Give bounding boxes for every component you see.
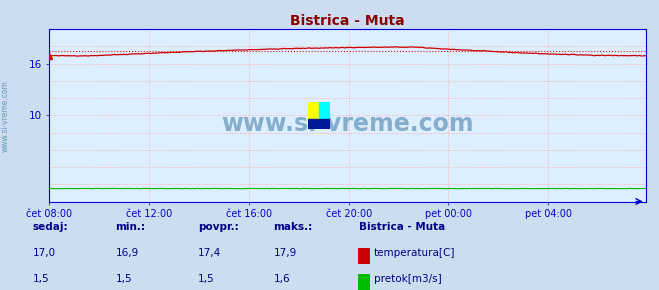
Text: sedaj:: sedaj: — [33, 222, 69, 232]
Text: 16,9: 16,9 — [115, 248, 138, 258]
Text: 1,5: 1,5 — [115, 274, 132, 284]
Text: 1,5: 1,5 — [198, 274, 214, 284]
Polygon shape — [308, 119, 330, 129]
Title: Bistrica - Muta: Bistrica - Muta — [291, 14, 405, 28]
Text: 17,0: 17,0 — [33, 248, 56, 258]
Text: www.si-vreme.com: www.si-vreme.com — [221, 112, 474, 136]
Text: 17,4: 17,4 — [198, 248, 221, 258]
Text: temperatura[C]: temperatura[C] — [374, 248, 455, 258]
Bar — [308, 102, 319, 119]
Text: min.:: min.: — [115, 222, 146, 232]
Text: povpr.:: povpr.: — [198, 222, 239, 232]
Text: 1,6: 1,6 — [273, 274, 290, 284]
Text: www.si-vreme.com: www.si-vreme.com — [1, 80, 10, 152]
Bar — [319, 102, 330, 119]
Text: Bistrica - Muta: Bistrica - Muta — [359, 222, 445, 232]
Text: pretok[m3/s]: pretok[m3/s] — [374, 274, 442, 284]
Text: 1,5: 1,5 — [33, 274, 49, 284]
Text: 17,9: 17,9 — [273, 248, 297, 258]
Text: maks.:: maks.: — [273, 222, 313, 232]
